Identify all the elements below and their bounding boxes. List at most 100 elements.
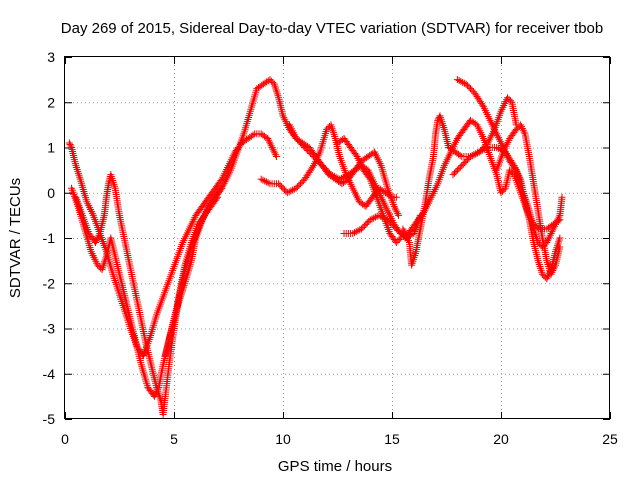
x-tick-labels: 0 5 10 15 20 25 — [61, 431, 618, 447]
data-point — [553, 217, 561, 225]
data-point — [392, 193, 400, 201]
y-axis-label: SDTVAR / TECUs — [7, 178, 24, 298]
data-point — [323, 125, 331, 133]
data-point — [545, 235, 553, 243]
data-point — [544, 237, 552, 245]
data-point — [538, 270, 546, 278]
data-point — [558, 193, 566, 201]
data-point — [94, 261, 102, 269]
data-point — [271, 149, 279, 157]
data-point — [317, 160, 325, 168]
data-point — [394, 226, 402, 234]
y-tick-label: 0 — [47, 185, 55, 201]
data-point — [520, 128, 528, 136]
data-point — [351, 229, 359, 237]
data-point — [481, 142, 489, 150]
x-tick-label: 0 — [61, 431, 69, 447]
y-tick-label: 1 — [47, 140, 55, 156]
data-point — [478, 101, 486, 109]
data-point — [464, 156, 472, 164]
data-point — [285, 188, 293, 196]
x-tick-label: 20 — [493, 431, 509, 447]
data-point — [330, 172, 338, 180]
data-point — [380, 214, 388, 222]
data-point — [279, 184, 287, 192]
data-point — [283, 189, 291, 197]
data-point — [449, 171, 457, 179]
data-point — [308, 151, 316, 159]
data-point — [363, 219, 371, 227]
data-point — [395, 211, 403, 219]
data-point — [552, 219, 560, 227]
data-point — [378, 213, 386, 221]
data-point — [394, 210, 402, 218]
data-point — [384, 216, 392, 224]
data-point — [324, 124, 332, 132]
data-point — [302, 145, 310, 153]
y-tick-label: -5 — [43, 411, 56, 427]
data-point — [266, 76, 274, 84]
data-point — [546, 231, 554, 239]
data-point — [323, 166, 331, 174]
data-point — [301, 144, 309, 151]
data-point — [552, 220, 559, 228]
data-point — [268, 144, 276, 151]
data-point — [455, 165, 463, 173]
data-point — [95, 263, 103, 271]
data-point — [554, 215, 562, 223]
data-point — [360, 222, 368, 230]
data-point — [465, 83, 473, 91]
data-point — [289, 186, 297, 194]
data-points — [65, 76, 566, 418]
data-point — [391, 204, 399, 212]
data-point — [264, 179, 272, 187]
data-series — [161, 184, 226, 360]
data-point — [265, 136, 273, 144]
data-point — [292, 134, 300, 142]
data-point — [506, 97, 514, 105]
data-point — [320, 163, 328, 171]
data-point — [466, 85, 474, 93]
data-point — [217, 186, 225, 194]
data-point — [466, 153, 474, 161]
data-point — [453, 76, 461, 84]
data-series — [334, 134, 405, 247]
plot-frame — [64, 56, 610, 419]
data-point — [387, 219, 395, 227]
data-point — [305, 148, 313, 156]
data-point — [352, 228, 360, 236]
data-point — [257, 175, 265, 183]
data-point — [92, 237, 100, 245]
data-point — [389, 222, 397, 230]
data-point — [67, 142, 75, 150]
data-point — [292, 184, 300, 192]
data-point — [368, 215, 376, 223]
data-point — [218, 184, 226, 192]
x-tick-label: 10 — [275, 431, 291, 447]
data-point — [392, 206, 400, 214]
data-point — [371, 213, 379, 221]
data-point — [385, 217, 393, 225]
data-point — [480, 144, 488, 151]
data-point — [315, 159, 323, 167]
data-point — [548, 228, 556, 236]
data-point — [457, 77, 465, 85]
data-point — [519, 126, 527, 134]
data-point — [475, 148, 483, 156]
x-tick-label: 5 — [170, 431, 178, 447]
data-point — [265, 138, 273, 146]
data-point — [547, 229, 555, 237]
data-point — [547, 270, 555, 278]
data-point — [517, 121, 525, 129]
data-point — [295, 181, 303, 189]
data-point — [550, 265, 558, 273]
data-point — [545, 233, 553, 241]
data-point — [267, 77, 275, 85]
data-point — [512, 125, 520, 133]
data-point — [509, 169, 517, 177]
data-point — [349, 229, 357, 237]
data-point — [310, 153, 318, 161]
data-series — [449, 94, 520, 179]
data-point — [337, 174, 345, 182]
data-point — [341, 172, 349, 180]
